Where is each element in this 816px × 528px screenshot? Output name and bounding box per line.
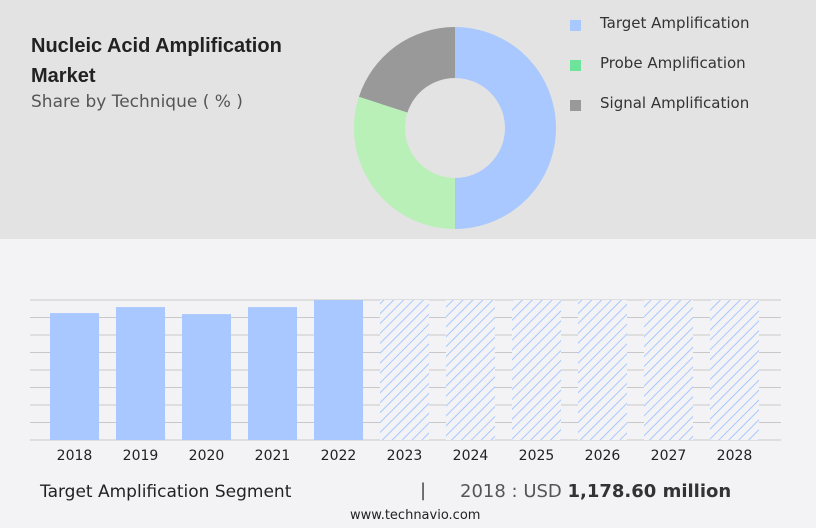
legend-item-target: Target Amplification: [570, 14, 790, 34]
x-tick-label: 2025: [519, 448, 555, 464]
legend-swatch: [570, 20, 581, 31]
bar-2019: [116, 307, 165, 440]
x-tick-label: 2023: [387, 448, 423, 464]
forecast-bar-2025: [512, 300, 561, 440]
x-axis-labels: 2018 2019 2020 2021 2022 2023 2024 2025 2026 2027…: [57, 448, 753, 464]
chart-title: Nucleic Acid Amplification Market: [31, 35, 282, 87]
segment-value: 2018 : USD 1,178.60 million: [460, 481, 731, 502]
x-tick-label: 2028: [717, 448, 753, 464]
website-link[interactable]: www.technavio.com: [350, 508, 481, 523]
legend-label: Probe Amplification: [600, 54, 746, 72]
forecast-bar-2023: [380, 300, 429, 440]
legend-item-signal: Signal Amplification: [570, 94, 790, 114]
bar-2018: [50, 313, 99, 440]
forecast-bar-2024: [446, 300, 495, 440]
x-tick-label: 2018: [57, 448, 93, 464]
legend-label: Target Amplification: [600, 14, 750, 32]
donut-slice-probe-amplification: [353, 96, 455, 230]
legend-swatch: [570, 100, 581, 111]
segment-label: Target Amplification Segment: [40, 482, 292, 502]
legend-swatch: [570, 60, 581, 71]
x-tick-label: 2020: [189, 448, 225, 464]
legend-label: Signal Amplification: [600, 94, 750, 112]
value-prefix: 2018 : USD: [460, 481, 568, 502]
donut-slice-signal-amplification: [358, 27, 455, 113]
donut-chart: [353, 27, 556, 230]
x-tick-label: 2022: [321, 448, 357, 464]
forecast-bar-2026: [578, 300, 627, 440]
value-amount: 1,178.60 million: [567, 481, 732, 502]
bar-2022: [314, 300, 363, 440]
chart-subtitle: Share by Technique ( % ): [31, 92, 243, 112]
forecast-bar-2027: [644, 300, 693, 440]
bar-2020: [182, 314, 231, 440]
x-tick-label: 2024: [453, 448, 489, 464]
x-tick-label: 2021: [255, 448, 291, 464]
x-tick-label: 2027: [651, 448, 687, 464]
bar-2021: [248, 307, 297, 440]
separator: |: [420, 480, 427, 501]
bars: [50, 300, 759, 440]
x-tick-label: 2019: [123, 448, 159, 464]
legend-item-probe: Probe Amplification: [570, 54, 790, 74]
forecast-bar-2028: [710, 300, 759, 440]
donut-slice-target-amplification: [455, 27, 556, 229]
x-tick-label: 2026: [585, 448, 621, 464]
